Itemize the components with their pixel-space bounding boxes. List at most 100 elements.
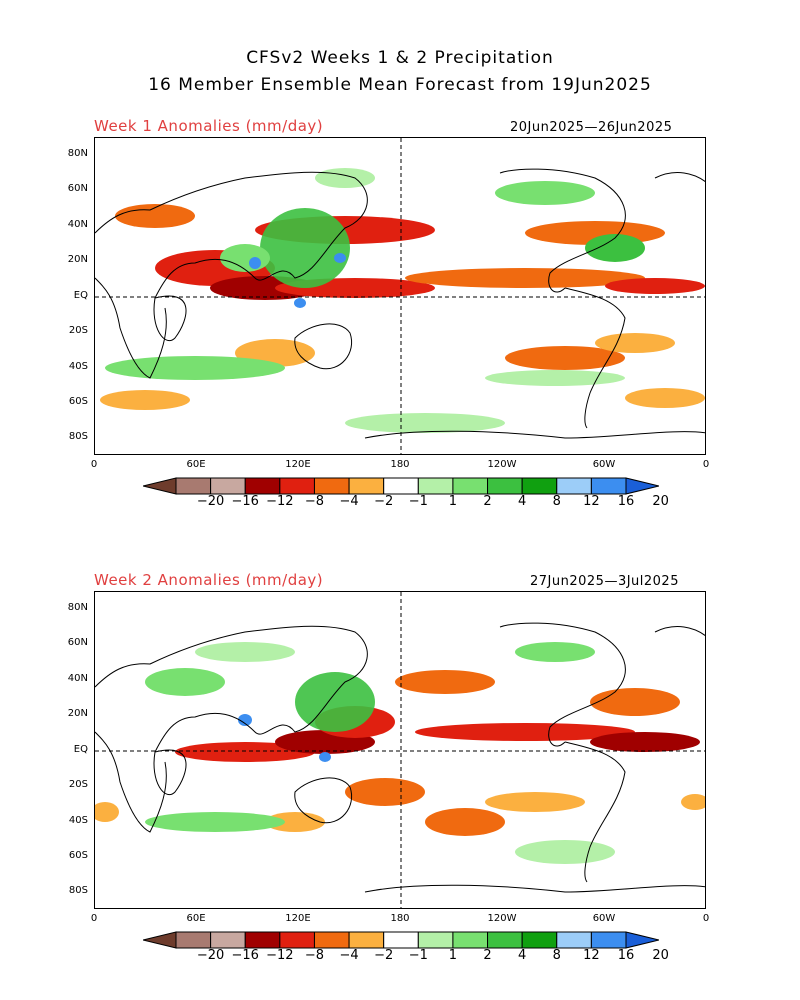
colorbar-swatch <box>383 931 419 949</box>
colorbar-low-arrow <box>143 931 177 949</box>
week2-lon-label: 0 <box>90 913 98 924</box>
colorbar-high-arrow <box>625 477 659 495</box>
week1-coastlines <box>95 168 705 439</box>
week2-colorbar-labels: −20 −16 −12 −8 −4 −2 −1 1 2 4 8 12 16 20 <box>143 948 669 966</box>
colorbar-tick-label: −1 <box>408 948 428 963</box>
colorbar-tick-label: 2 <box>483 494 492 509</box>
colorbar-swatch <box>348 477 385 495</box>
colorbar-swatch <box>487 477 523 495</box>
week1-colorbar-labels: −20 −16 −12 −8 −4 −2 −1 1 2 4 8 12 16 20 <box>143 494 669 512</box>
colorbar-tick-label: 8 <box>552 948 561 963</box>
week2-lon-label: 0 <box>702 913 710 924</box>
colorbar-swatch <box>348 931 385 949</box>
colorbar-tick-label: −8 <box>304 494 325 509</box>
colorbar-tick-label: 16 <box>617 948 635 963</box>
colorbar-swatch <box>590 477 627 495</box>
colorbar-tick-label: 2 <box>483 948 492 963</box>
week1-anomaly-map-graphic <box>95 138 705 454</box>
week2-lon-label: 180 <box>390 913 410 924</box>
colorbar-swatch <box>244 477 281 495</box>
colorbar-low-arrow <box>143 477 177 495</box>
week2-lon-label: 60W <box>592 913 616 924</box>
week2-colorbar-graphic <box>143 931 659 949</box>
colorbar-tick-label: 1 <box>448 948 458 963</box>
week2-anomaly-map-graphic <box>95 592 705 908</box>
week1-lat-label: EQ <box>73 290 88 301</box>
colorbar-tick-label: −2 <box>374 948 394 963</box>
colorbar-swatch <box>556 477 592 495</box>
week1-colorbar-graphic <box>143 477 659 495</box>
colorbar-swatch <box>313 477 350 495</box>
colorbar-tick-label: −1 <box>408 494 428 509</box>
colorbar-tick-label: −4 <box>339 948 359 963</box>
colorbar-tick-label: 4 <box>518 494 527 509</box>
colorbar-tick-label: 8 <box>552 494 561 509</box>
colorbar-swatch <box>452 931 489 949</box>
week1-lon-label: 0 <box>702 459 710 470</box>
colorbar-tick-label: 20 <box>652 948 669 963</box>
week1-lon-label: 120E <box>285 459 311 470</box>
colorbar-swatch <box>279 477 315 495</box>
week1-lon-label: 0 <box>90 459 98 470</box>
colorbar-high-arrow <box>625 931 659 949</box>
colorbar-tick-label: −8 <box>304 948 325 963</box>
week1-lat-label: 40S <box>68 361 88 372</box>
week2-lat-label: 80N <box>67 602 88 613</box>
colorbar-tick-label: −20 <box>196 494 225 509</box>
week2-lat-label: 20N <box>67 708 88 719</box>
colorbar-tick-label: 1 <box>448 494 458 509</box>
colorbar-tick-label: 12 <box>583 494 600 509</box>
week2-lon-label: 120W <box>487 913 517 924</box>
colorbar-swatch <box>556 931 592 949</box>
colorbar-swatch <box>417 477 454 495</box>
week1-lat-label: 40N <box>67 219 88 230</box>
colorbar-tick-label: −12 <box>266 494 294 509</box>
week1-lat-label: 60S <box>68 396 88 407</box>
colorbar-tick-label: −12 <box>266 948 294 963</box>
panel1-label: Week 1 Anomalies (mm/day) <box>94 117 324 135</box>
week2-anomaly-map <box>94 591 706 909</box>
colorbar-tick-label: −16 <box>231 948 259 963</box>
panel2-date-range: 27Jun2025—3Jul2025 <box>530 574 679 589</box>
colorbar-swatch <box>383 477 419 495</box>
colorbar-swatch <box>175 931 212 949</box>
colorbar-swatch <box>590 931 627 949</box>
week1-lat-label: 80N <box>67 148 88 159</box>
week2-lat-label: 60S <box>68 850 88 861</box>
week2-lat-label: 40S <box>68 815 88 826</box>
week1-lat-label: 80S <box>68 431 88 442</box>
colorbar-tick-label: −20 <box>196 948 225 963</box>
colorbar-tick-label: 16 <box>617 494 635 509</box>
main-title-line1: CFSv2 Weeks 1 & 2 Precipitation <box>246 48 554 68</box>
colorbar-tick-label: 12 <box>583 948 600 963</box>
week2-lon-label: 60E <box>186 913 206 924</box>
colorbar-swatch <box>210 931 246 949</box>
week2-lat-label: 20S <box>68 779 88 790</box>
week2-lat-label: 60N <box>67 637 88 648</box>
main-title-line2: 16 Member Ensemble Mean Forecast from 19… <box>148 75 652 95</box>
week1-lon-label: 60W <box>592 459 616 470</box>
colorbar-tick-label: −16 <box>231 494 259 509</box>
colorbar-swatch <box>417 931 454 949</box>
week2-lat-label: 80S <box>68 885 88 896</box>
colorbar-tick-label: 20 <box>652 494 669 509</box>
colorbar-tick-label: 4 <box>518 948 527 963</box>
week1-lon-label: 180 <box>390 459 410 470</box>
week1-anomaly-shading <box>100 168 705 433</box>
colorbar-swatch <box>210 477 246 495</box>
colorbar-swatch <box>452 477 489 495</box>
colorbar-swatch <box>244 931 281 949</box>
colorbar-swatch <box>175 477 212 495</box>
week1-lon-label: 120W <box>487 459 517 470</box>
colorbar-swatch <box>487 931 523 949</box>
week1-lat-label: 20N <box>67 254 88 265</box>
week2-lat-label: EQ <box>73 744 88 755</box>
colorbar-tick-label: −2 <box>374 494 394 509</box>
week2-lat-label: 40N <box>67 673 88 684</box>
colorbar-tick-label: −4 <box>339 494 359 509</box>
week2-lon-label: 120E <box>285 913 311 924</box>
colorbar-swatch <box>313 931 350 949</box>
colorbar-swatch <box>521 477 558 495</box>
week1-lat-label: 60N <box>67 183 88 194</box>
week1-lat-label: 20S <box>68 325 88 336</box>
